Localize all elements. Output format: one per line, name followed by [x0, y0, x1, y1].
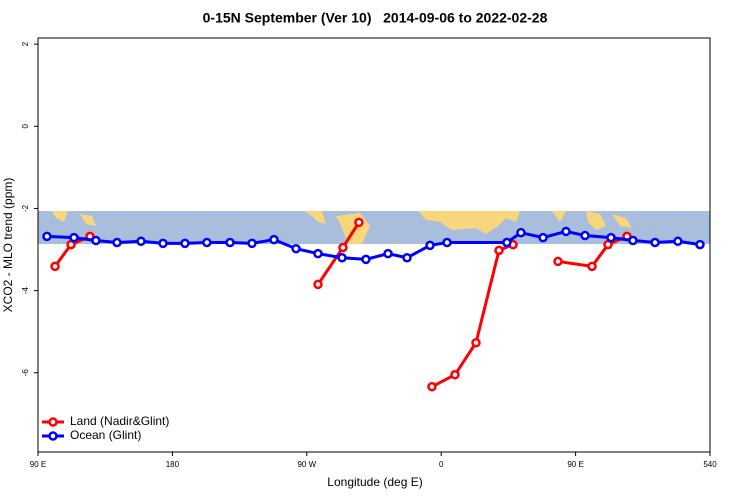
legend-marker	[48, 431, 58, 441]
data-point	[158, 238, 168, 249]
data-point	[313, 279, 323, 290]
data-point	[50, 261, 60, 272]
data-point	[337, 252, 347, 263]
x-tick-label: 90 W	[297, 460, 316, 469]
data-point	[112, 237, 122, 248]
y-tick-label: -4	[21, 286, 30, 294]
data-point	[225, 237, 235, 248]
data-point	[450, 370, 460, 380]
data-point	[91, 235, 101, 246]
data-point	[516, 227, 526, 238]
data-point	[383, 248, 393, 259]
data-point	[338, 242, 348, 253]
x-tick-label: 90 E	[30, 460, 46, 469]
data-point	[502, 237, 512, 248]
data-point	[269, 234, 279, 245]
map-band	[38, 211, 710, 244]
data-point	[361, 254, 371, 265]
data-point	[561, 226, 571, 237]
y-tick-label: -6	[21, 369, 30, 377]
data-point	[695, 239, 705, 250]
x-tick-label: 90 E	[567, 460, 583, 469]
data-point	[202, 237, 212, 248]
data-point	[580, 230, 590, 241]
data-point	[136, 236, 146, 247]
data-point	[427, 381, 437, 392]
x-tick-label: 540	[703, 460, 717, 469]
data-point	[442, 237, 452, 248]
data-point	[494, 245, 504, 256]
data-point	[628, 235, 638, 246]
data-point	[354, 217, 364, 228]
data-point	[425, 240, 435, 251]
plot-frame	[37, 37, 711, 453]
data-point	[42, 231, 52, 242]
data-point	[69, 232, 79, 243]
data-point	[606, 232, 616, 243]
data-point	[291, 243, 301, 254]
x-tick-label: 0	[439, 460, 444, 469]
data-point	[402, 252, 412, 263]
legend-marker	[48, 417, 58, 427]
y-tick-label: 2	[21, 41, 30, 46]
y-tick-label: -2	[21, 204, 30, 212]
data-point	[471, 338, 481, 348]
data-point	[247, 238, 257, 249]
y-tick-label: 0	[21, 124, 30, 129]
data-point	[587, 261, 597, 272]
data-point	[538, 232, 548, 243]
data-point	[553, 256, 563, 267]
data-point	[180, 238, 190, 249]
chart-title: 0-15N September (Ver 10) 2014-09-06 to 2…	[203, 10, 548, 26]
y-axis-label: XCO2 - MLO trend (ppm)	[1, 178, 15, 313]
data-point	[650, 237, 660, 248]
legend-label: Ocean (Glint)	[70, 428, 141, 442]
data-point	[313, 248, 323, 259]
data-point	[673, 236, 683, 247]
x-tick-label: 180	[166, 460, 180, 469]
legend-label: Land (Nadir&Glint)	[70, 414, 169, 428]
x-axis-label: Longitude (deg E)	[327, 475, 422, 489]
